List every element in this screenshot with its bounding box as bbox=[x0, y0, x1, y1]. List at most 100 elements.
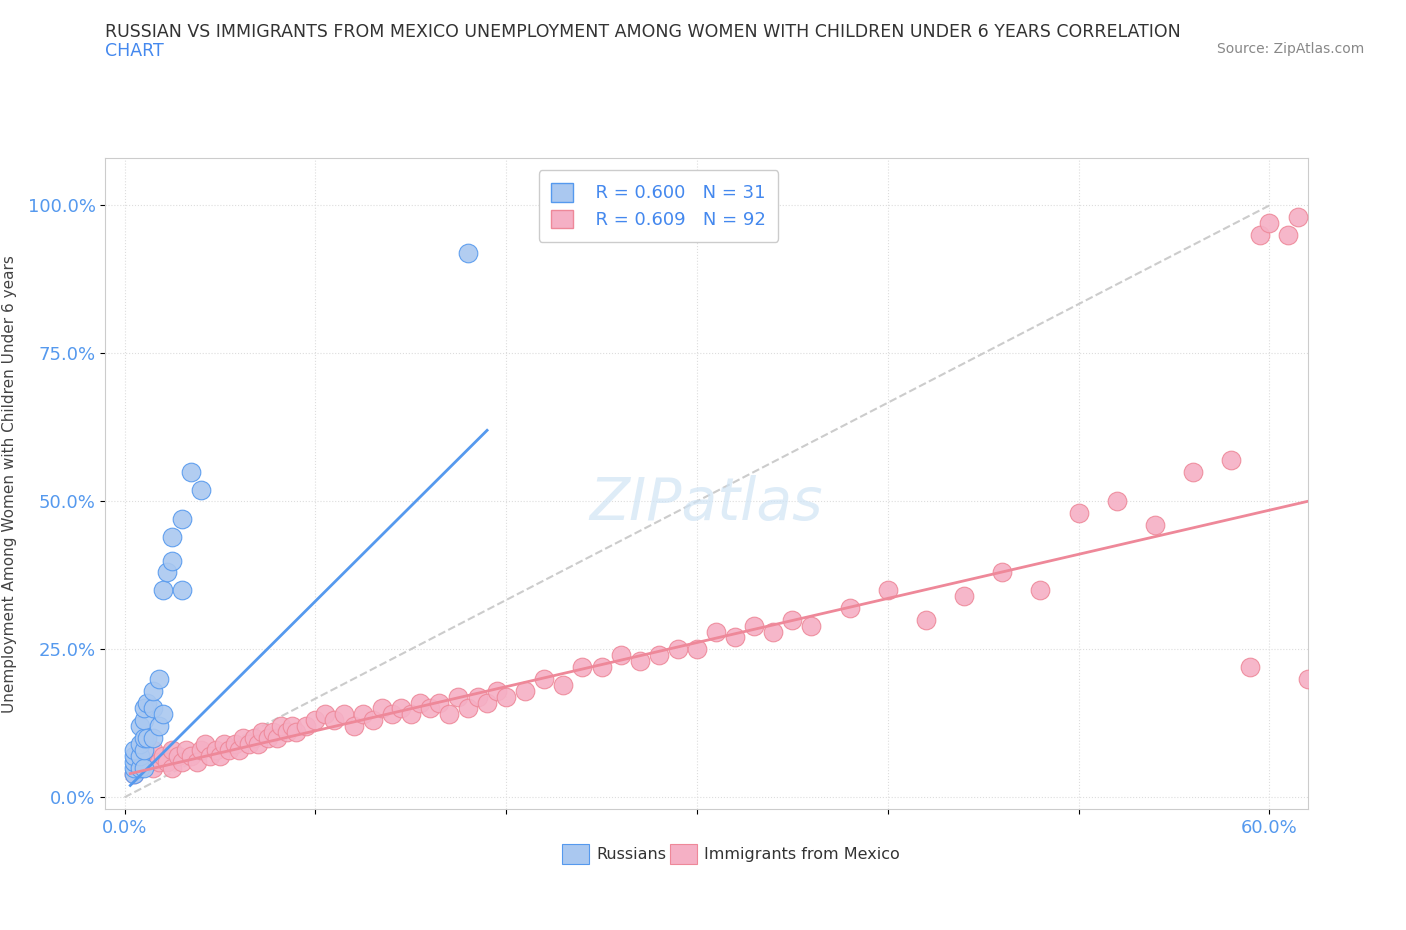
Point bbox=[148, 671, 170, 686]
Point bbox=[591, 659, 613, 674]
Point bbox=[205, 742, 228, 757]
Point bbox=[180, 749, 202, 764]
Point bbox=[1258, 216, 1281, 231]
Y-axis label: Unemployment Among Women with Children Under 6 years: Unemployment Among Women with Children U… bbox=[1, 255, 17, 712]
Point bbox=[132, 760, 155, 775]
Point bbox=[142, 684, 165, 698]
Point bbox=[142, 742, 165, 757]
Point bbox=[1029, 583, 1052, 598]
Point bbox=[953, 589, 976, 604]
Point bbox=[128, 760, 150, 775]
Point bbox=[247, 737, 270, 751]
Point bbox=[419, 701, 441, 716]
Point bbox=[270, 719, 292, 734]
Point bbox=[915, 612, 938, 627]
Point bbox=[243, 731, 266, 746]
Point bbox=[686, 642, 709, 657]
Point bbox=[128, 749, 150, 764]
Point bbox=[475, 695, 498, 710]
Point bbox=[495, 689, 517, 704]
Text: ZIPatlas: ZIPatlas bbox=[589, 474, 824, 532]
Point bbox=[160, 742, 183, 757]
Point bbox=[437, 707, 460, 722]
Point bbox=[132, 754, 155, 769]
Point bbox=[128, 760, 150, 775]
Point bbox=[232, 731, 254, 746]
FancyBboxPatch shape bbox=[671, 844, 697, 865]
Point bbox=[1286, 210, 1309, 225]
Point bbox=[122, 754, 145, 769]
Point bbox=[180, 464, 202, 479]
Point bbox=[427, 695, 450, 710]
Point bbox=[167, 749, 190, 764]
Point bbox=[323, 713, 346, 728]
Point bbox=[170, 512, 193, 526]
Point bbox=[457, 246, 479, 260]
Point bbox=[457, 701, 479, 716]
Point bbox=[314, 707, 336, 722]
Point bbox=[742, 618, 765, 633]
Point bbox=[1296, 671, 1319, 686]
Point bbox=[128, 737, 150, 751]
Point bbox=[136, 731, 159, 746]
Point bbox=[142, 760, 165, 775]
Point bbox=[266, 731, 288, 746]
Point bbox=[628, 654, 651, 669]
Point bbox=[342, 719, 364, 734]
Point bbox=[333, 707, 356, 722]
Text: Immigrants from Mexico: Immigrants from Mexico bbox=[704, 846, 900, 861]
Point bbox=[361, 713, 384, 728]
Point bbox=[155, 565, 177, 579]
Point bbox=[447, 689, 470, 704]
Point bbox=[228, 742, 250, 757]
Point bbox=[152, 707, 174, 722]
Point bbox=[200, 749, 222, 764]
Point bbox=[250, 724, 273, 739]
Point bbox=[160, 553, 183, 568]
Point bbox=[256, 731, 278, 746]
Point bbox=[132, 731, 155, 746]
Point bbox=[152, 749, 174, 764]
Point bbox=[304, 713, 326, 728]
Point bbox=[170, 754, 193, 769]
Point bbox=[190, 742, 212, 757]
Legend:   R = 0.600   N = 31,   R = 0.609   N = 92: R = 0.600 N = 31, R = 0.609 N = 92 bbox=[538, 170, 779, 242]
Point bbox=[666, 642, 689, 657]
Point bbox=[1105, 494, 1128, 509]
Point bbox=[122, 766, 145, 781]
Point bbox=[609, 648, 631, 663]
Point bbox=[991, 565, 1014, 579]
Point bbox=[186, 754, 208, 769]
Point bbox=[467, 689, 489, 704]
Point bbox=[212, 737, 235, 751]
Point bbox=[782, 612, 804, 627]
Point bbox=[136, 695, 159, 710]
Point bbox=[294, 719, 316, 734]
Point bbox=[122, 749, 145, 764]
Text: CHART: CHART bbox=[105, 42, 165, 60]
Point bbox=[724, 630, 747, 644]
Point bbox=[515, 684, 537, 698]
Point bbox=[142, 701, 165, 716]
Point bbox=[262, 724, 284, 739]
FancyBboxPatch shape bbox=[562, 844, 589, 865]
Point bbox=[553, 677, 575, 692]
Point bbox=[152, 583, 174, 598]
Point bbox=[132, 701, 155, 716]
Text: RUSSIAN VS IMMIGRANTS FROM MEXICO UNEMPLOYMENT AMONG WOMEN WITH CHILDREN UNDER 6: RUSSIAN VS IMMIGRANTS FROM MEXICO UNEMPL… bbox=[105, 23, 1181, 41]
Point bbox=[142, 731, 165, 746]
Point bbox=[160, 529, 183, 544]
Point bbox=[389, 701, 412, 716]
Point bbox=[160, 760, 183, 775]
Point bbox=[838, 601, 860, 616]
Point bbox=[194, 737, 217, 751]
Point bbox=[170, 583, 193, 598]
Point bbox=[381, 707, 404, 722]
Point bbox=[276, 724, 298, 739]
Point bbox=[533, 671, 555, 686]
Point bbox=[1239, 659, 1261, 674]
Point bbox=[148, 719, 170, 734]
Point bbox=[1220, 453, 1243, 468]
Point bbox=[399, 707, 422, 722]
Point bbox=[571, 659, 593, 674]
